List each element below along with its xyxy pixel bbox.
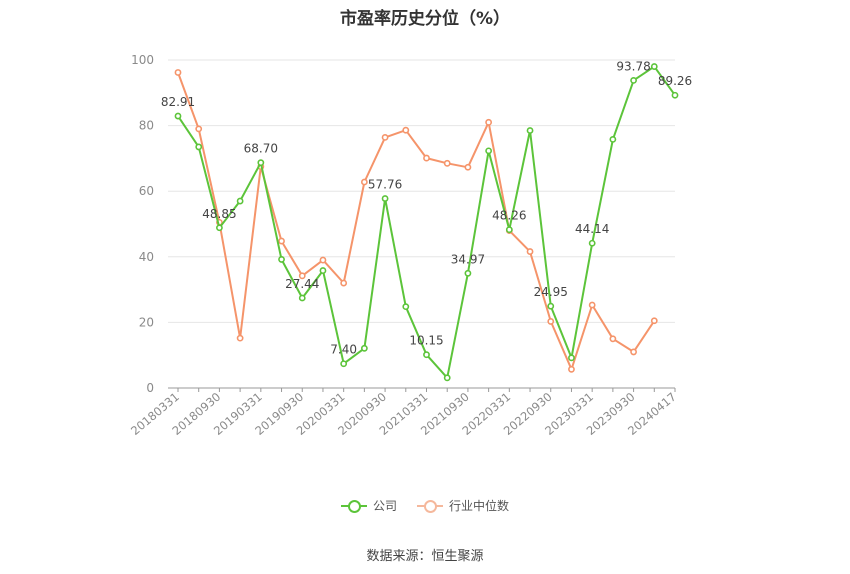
- data-point-company: [423, 351, 430, 359]
- data-label: 34.97: [451, 252, 485, 266]
- data-label: 93.78: [616, 59, 650, 73]
- data-point-industry: [423, 154, 430, 162]
- y-tick-label: 60: [139, 184, 154, 198]
- data-point-company: [505, 226, 513, 234]
- data-point-company: [360, 344, 368, 352]
- data-point-industry: [360, 178, 368, 186]
- data-point-industry: [236, 334, 244, 342]
- data-point-industry: [630, 348, 637, 356]
- data-point-company: [319, 267, 327, 274]
- data-point-industry: [340, 279, 348, 287]
- chart-title: 市盈率历史分位（%）: [339, 9, 511, 29]
- data-point-industry: [485, 118, 493, 126]
- data-point-company: [464, 269, 472, 277]
- data-point-company: [650, 63, 658, 70]
- legend-dot-industry: [424, 499, 437, 513]
- data-point-company: [174, 112, 182, 120]
- data-point-industry: [588, 301, 596, 309]
- data-label: 24.95: [534, 285, 568, 299]
- data-label: 68.70: [244, 142, 278, 156]
- data-label: 7.40: [330, 343, 357, 357]
- data-point-company: [257, 159, 265, 167]
- data-point-company: [588, 239, 596, 247]
- data-point-company: [340, 360, 348, 368]
- data-point-industry: [443, 159, 451, 167]
- data-label: 48.85: [202, 207, 236, 221]
- data-label: 10.15: [409, 334, 443, 348]
- data-label: 89.26: [658, 74, 692, 88]
- data-point-industry: [547, 318, 555, 325]
- series-line-industry: [177, 72, 656, 371]
- data-point-company: [216, 224, 223, 232]
- data-point-industry: [650, 317, 658, 325]
- data-point-company: [278, 256, 285, 263]
- data-point-industry: [464, 163, 472, 171]
- data-label: 82.91: [161, 95, 195, 109]
- data-point-company: [195, 143, 203, 151]
- data-point-company: [298, 294, 306, 302]
- legend-item-industry[interactable]: 行业中位数: [417, 497, 509, 514]
- y-tick-label: 20: [139, 315, 154, 329]
- data-point-industry: [609, 335, 617, 343]
- data-point-company: [630, 77, 637, 84]
- data-point-industry: [381, 134, 389, 141]
- data-point-company: [547, 302, 555, 310]
- data-label: 48.26: [492, 209, 526, 223]
- data-point-industry: [526, 248, 534, 255]
- legend-item-company[interactable]: 公司: [340, 497, 397, 514]
- legend-marker-company: [340, 499, 367, 513]
- legend-label-industry: 行业中位数: [449, 499, 510, 513]
- legend-dot-company: [347, 499, 361, 513]
- data-point-industry: [174, 69, 182, 76]
- data-label: 57.76: [368, 178, 402, 192]
- data-point-industry: [402, 126, 410, 134]
- legend-label-company: 公司: [372, 499, 397, 513]
- data-point-company: [568, 354, 575, 362]
- data-point-company: [671, 91, 679, 99]
- legend-marker-industry: [417, 499, 443, 513]
- y-tick-label: 100: [131, 53, 154, 67]
- legend: 公司 行业中位数: [0, 497, 850, 514]
- data-point-industry: [195, 125, 203, 133]
- data-point-company: [236, 197, 244, 205]
- data-point-company: [609, 135, 617, 143]
- data-point-company: [526, 127, 534, 134]
- data-point-industry: [319, 256, 327, 264]
- data-point-company: [485, 147, 493, 155]
- data-label: 44.14: [575, 222, 609, 236]
- data-point-company: [402, 303, 410, 311]
- data-point-company: [381, 195, 389, 202]
- data-point-industry: [568, 365, 575, 373]
- data-label: 27.44: [285, 277, 319, 291]
- data-point-industry: [278, 237, 285, 245]
- y-tick-label: 0: [146, 381, 154, 395]
- data-point-industry: [298, 272, 306, 280]
- y-tick-label: 80: [139, 119, 154, 133]
- data-point-company: [443, 374, 451, 382]
- source-note: 数据来源：恒生聚源: [366, 549, 484, 564]
- y-tick-label: 40: [139, 250, 154, 264]
